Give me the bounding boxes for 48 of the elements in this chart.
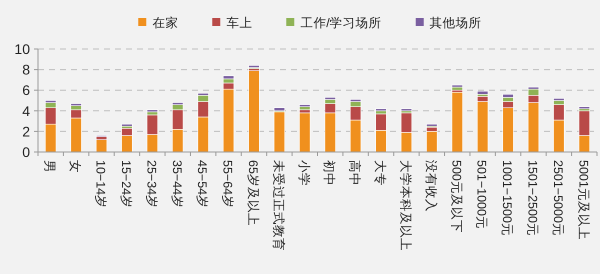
legend-label: 在家 [152,15,178,30]
x-tick-label: 女 [68,160,82,173]
x-tick-label: 高中 [348,160,363,186]
x-tick-label: 5001元及以上 [576,160,590,240]
y-tick-label: 10 [14,41,30,57]
legend-label: 其他场所 [430,16,482,30]
legend-label: 车上 [226,16,252,30]
x-tick-label: 15−24岁 [118,160,133,208]
x-tick-label: 55−64岁 [220,160,235,208]
x-tick-label: 25−34岁 [144,160,158,208]
y-tick-label: 4 [22,102,30,119]
bar [375,108,387,112]
x-tick-label: 未受过正式教育 [271,160,286,251]
x-tick-label: 10−14岁 [94,160,108,208]
x-tick-label: 500元及以下 [449,160,464,233]
x-tick-label: 2501−5000元 [550,160,565,236]
x-tick-label: 1001−1500元 [500,160,514,236]
y-tick-label: 2 [22,123,30,140]
bar [248,70,260,152]
x-tick-label: 1501−2500元 [525,160,540,236]
x-tick-label: 35−44岁 [170,160,184,208]
bar [324,97,336,100]
bar [299,112,310,152]
x-tick-label: 小学 [296,160,311,186]
x-tick-label: 大学本科及以上 [398,160,412,251]
bar [426,131,438,152]
bar [70,103,82,106]
x-tick-label: 男 [42,160,57,173]
x-tick-label: 65岁及以上 [246,160,260,226]
y-tick-label: 8 [22,62,30,78]
bar [400,108,412,112]
bar [222,75,234,80]
bar [452,84,463,88]
bar [274,112,286,152]
bar [452,92,463,152]
bar [146,109,158,112]
legend-label: 工作/学习场所 [300,16,382,30]
bar [553,98,565,101]
bar [502,94,514,98]
bar [477,90,488,95]
x-tick-label: 大专 [373,160,388,186]
bar [299,104,310,107]
x-tick-label: 初中 [322,160,336,186]
y-tick-label: 6 [22,82,30,98]
x-tick-label: 没有收入 [424,160,438,212]
x-tick-label: 501−1000元 [474,160,489,229]
x-tick-label: 45−54岁 [195,160,210,208]
y-tick-label: 0 [22,144,30,160]
